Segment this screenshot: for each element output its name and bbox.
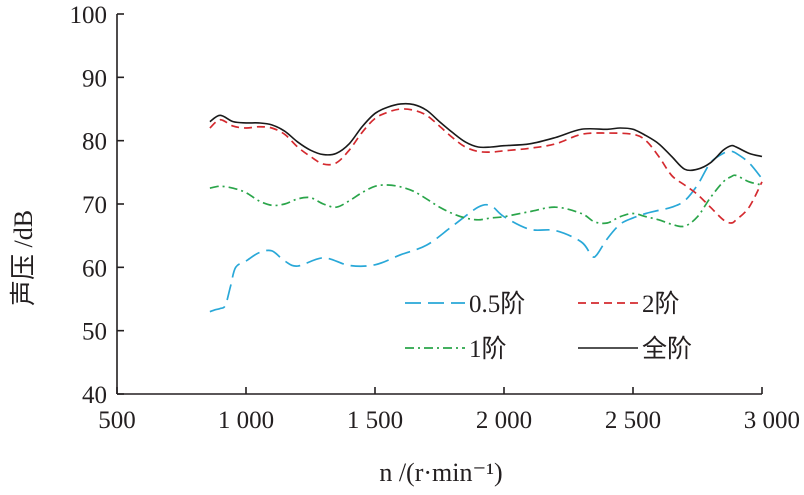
series-line-3 <box>209 102 763 172</box>
legend-entry: 2阶 <box>578 290 680 318</box>
x-ticks: 500 1 000 1 500 2 000 2 500 3 000 <box>98 387 800 434</box>
y-tick-label: 40 <box>82 382 107 409</box>
y-tick-label: 70 <box>82 192 107 219</box>
legend-entry: 全阶 <box>578 335 692 363</box>
y-ticks: 40 50 60 70 80 90 100 <box>70 2 124 409</box>
x-tick-label: 500 <box>98 407 136 434</box>
y-tick-label: 80 <box>82 129 107 156</box>
x-tick-label: 1 000 <box>218 407 274 434</box>
series-layer <box>209 102 763 313</box>
x-tick-label: 2 000 <box>476 407 532 434</box>
legend-label: 0.5阶 <box>469 290 525 318</box>
x-axis-title: n /(r·min⁻¹) <box>379 458 502 487</box>
y-tick-label: 50 <box>82 319 107 346</box>
y-tick-label: 90 <box>82 65 107 92</box>
x-tick-label: 3 000 <box>744 407 800 434</box>
legend-label: 1阶 <box>469 335 507 363</box>
legend-entry: 0.5阶 <box>405 290 525 318</box>
y-tick-label: 100 <box>70 2 108 29</box>
y-tick-label: 60 <box>82 255 107 282</box>
legend-entry: 1阶 <box>405 335 507 363</box>
legend: 0.5阶 2阶 1阶 全阶 <box>405 290 692 363</box>
legend-label: 全阶 <box>642 335 692 363</box>
x-tick-label: 2 500 <box>605 407 661 434</box>
legend-label: 2阶 <box>642 290 680 318</box>
y-axis-title: 声压 /dB <box>9 210 38 306</box>
series-line-2 <box>209 174 763 228</box>
series-line-1 <box>209 108 763 224</box>
x-tick-label: 1 500 <box>347 407 403 434</box>
series-line-0 <box>209 150 763 313</box>
